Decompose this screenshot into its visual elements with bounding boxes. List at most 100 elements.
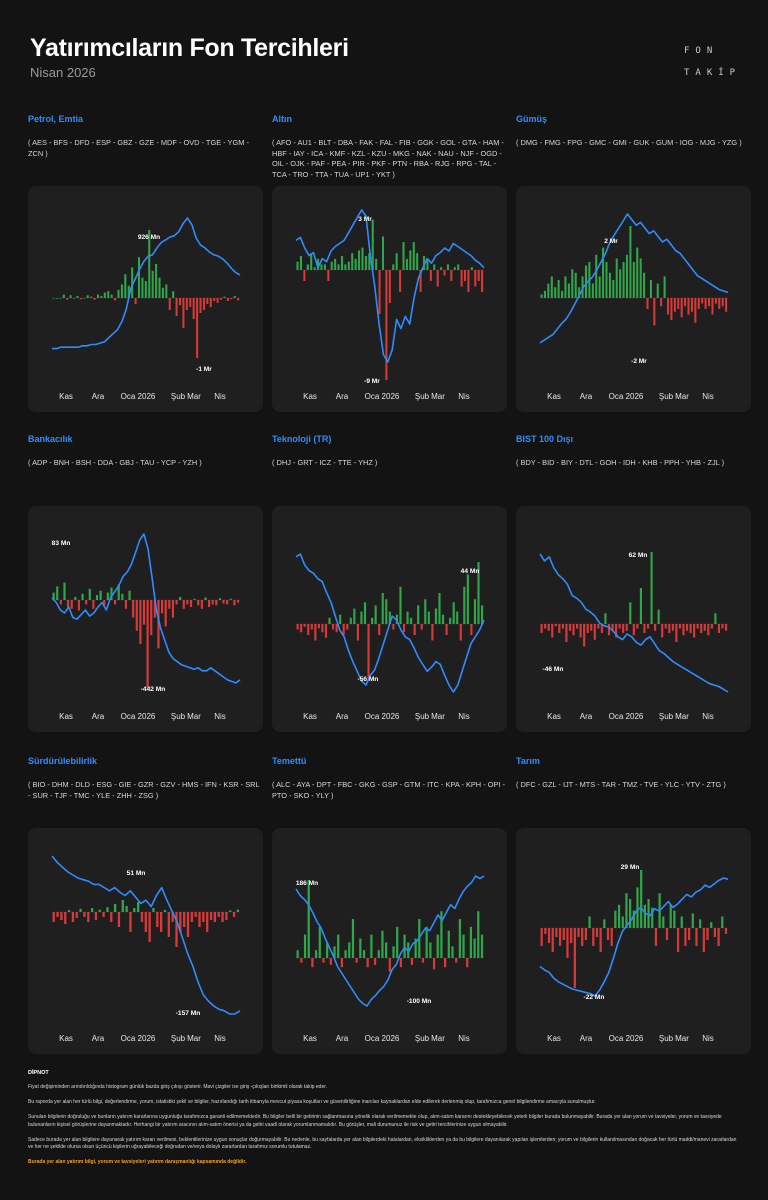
x-tick-label: Ara: [335, 392, 349, 401]
x-tick-label: Ara: [91, 712, 105, 721]
x-tick-label: Ara: [335, 1034, 349, 1043]
chart-svg: [539, 552, 729, 693]
inflow-bar: [358, 250, 361, 270]
inflow-bar: [639, 258, 642, 298]
inflow-bar: [96, 294, 99, 298]
outflow-bar: [708, 298, 711, 307]
outflow-bar: [459, 624, 462, 641]
outflow-bar: [413, 624, 416, 635]
outflow-bar: [554, 624, 557, 627]
inflow-bar: [125, 906, 128, 912]
inflow-bar: [155, 264, 158, 298]
chart-svg: [295, 875, 485, 1007]
outflow-bar: [436, 270, 439, 287]
inflow-bar: [165, 284, 168, 298]
x-tick-label: Şub: [414, 1034, 430, 1043]
inflow-bar: [470, 267, 473, 270]
footnote-title: DİPNOT: [28, 1070, 49, 1076]
brand-logo: FON TAKİP: [684, 40, 740, 84]
inflow-bar: [106, 907, 109, 912]
inflow-bar: [120, 284, 123, 298]
footnote-paragraph: Fiyat değişiminden arındırıldığında hist…: [28, 1084, 328, 1090]
x-tick-label: Mar: [187, 712, 201, 721]
outflow-bar: [666, 298, 670, 315]
inflow-bar: [204, 597, 207, 600]
x-axis: Kas Ara Oca 2026 Şub Mar Nis: [28, 1030, 263, 1054]
x-tick-label: Oca 2026: [608, 392, 644, 401]
outflow-bar: [94, 912, 98, 920]
inflow-bar: [416, 253, 419, 270]
x-tick-label: Nis: [702, 1034, 714, 1043]
outflow-bar: [179, 912, 182, 932]
inflow-bar: [649, 280, 652, 298]
cumulative-line: [295, 209, 485, 363]
inflow-bar: [422, 256, 426, 270]
outflow-bar: [168, 298, 171, 310]
inflow-bar: [374, 605, 377, 624]
inflow-bar: [370, 934, 373, 958]
outflow-bar: [157, 600, 160, 649]
outflow-bar: [474, 270, 477, 287]
outflow-bar: [202, 298, 205, 310]
x-tick-label: Ara: [579, 1034, 593, 1043]
outflow-bar: [703, 624, 706, 631]
inflow-bar: [462, 934, 465, 958]
inflow-bar: [625, 893, 628, 928]
x-tick-label: Şub: [414, 712, 430, 721]
outflow-bar: [87, 912, 90, 922]
x-tick-label: Mar: [675, 392, 689, 401]
panel-title: Petrol, Emtia: [28, 114, 84, 124]
inflow-bar: [307, 880, 310, 958]
inflow-bar: [395, 253, 398, 270]
inflow-bar: [90, 908, 94, 912]
inflow-bar: [152, 908, 155, 912]
x-axis: Kas Ara Oca 2026 Şub Mar Nis: [272, 388, 507, 412]
inflow-bar: [359, 938, 362, 958]
chart-svg: [295, 209, 485, 380]
x-tick-label: Mar: [187, 392, 201, 401]
outflow-bar: [230, 298, 233, 300]
inflow-bar: [83, 298, 86, 299]
outflow-bar: [684, 928, 687, 946]
outflow-bar: [66, 298, 69, 300]
outflow-bar: [186, 600, 189, 605]
outflow-bar: [654, 624, 657, 631]
inflow-bar: [449, 617, 452, 624]
cumulative-line: [295, 875, 485, 1007]
inflow-bar: [385, 599, 388, 624]
fund-codes: ( BIO - DHM - DLD - ESG - GIE - GZR - GZ…: [28, 780, 260, 800]
x-tick-label: Şub: [170, 712, 186, 721]
outflow-bar: [67, 600, 70, 608]
outflow-bar: [329, 958, 332, 965]
inflow-bar: [79, 908, 82, 912]
inflow-bar: [657, 609, 660, 624]
x-tick-label: Oca 2026: [120, 712, 156, 721]
outflow-bar: [625, 624, 628, 631]
outflow-bar: [607, 624, 611, 636]
outflow-bar: [144, 912, 147, 932]
x-tick-label: Kas: [547, 1034, 561, 1043]
outflow-bar: [568, 624, 572, 631]
inflow-bar: [446, 264, 449, 270]
inflow-bar: [110, 294, 113, 298]
inflow-bar: [561, 290, 564, 298]
inflow-bar: [477, 911, 480, 958]
outflow-bar: [83, 912, 86, 917]
inflow-bar: [604, 613, 607, 624]
inflow-bar: [673, 910, 676, 928]
inflow-bar: [473, 599, 477, 624]
max-value-label: 29 Mn: [620, 864, 640, 871]
inflow-bar: [452, 602, 455, 624]
outflow-bar: [324, 624, 328, 638]
inflow-bar: [317, 258, 320, 270]
x-tick-label: Kas: [547, 712, 561, 721]
inflow-bar: [480, 934, 484, 958]
outflow-bar: [335, 624, 338, 633]
outflow-bar: [444, 958, 447, 968]
inflow-bar: [591, 283, 594, 298]
footnote-warning: Burada yer alan yatırım bilgi, yorum ve …: [28, 1159, 247, 1166]
inflow-bar: [52, 592, 55, 600]
fund-codes: ( BDY - BID - BIY - DTL - GOH - IDH - KH…: [516, 458, 725, 467]
outflow-bar: [189, 298, 192, 307]
outflow-bar: [460, 270, 463, 287]
